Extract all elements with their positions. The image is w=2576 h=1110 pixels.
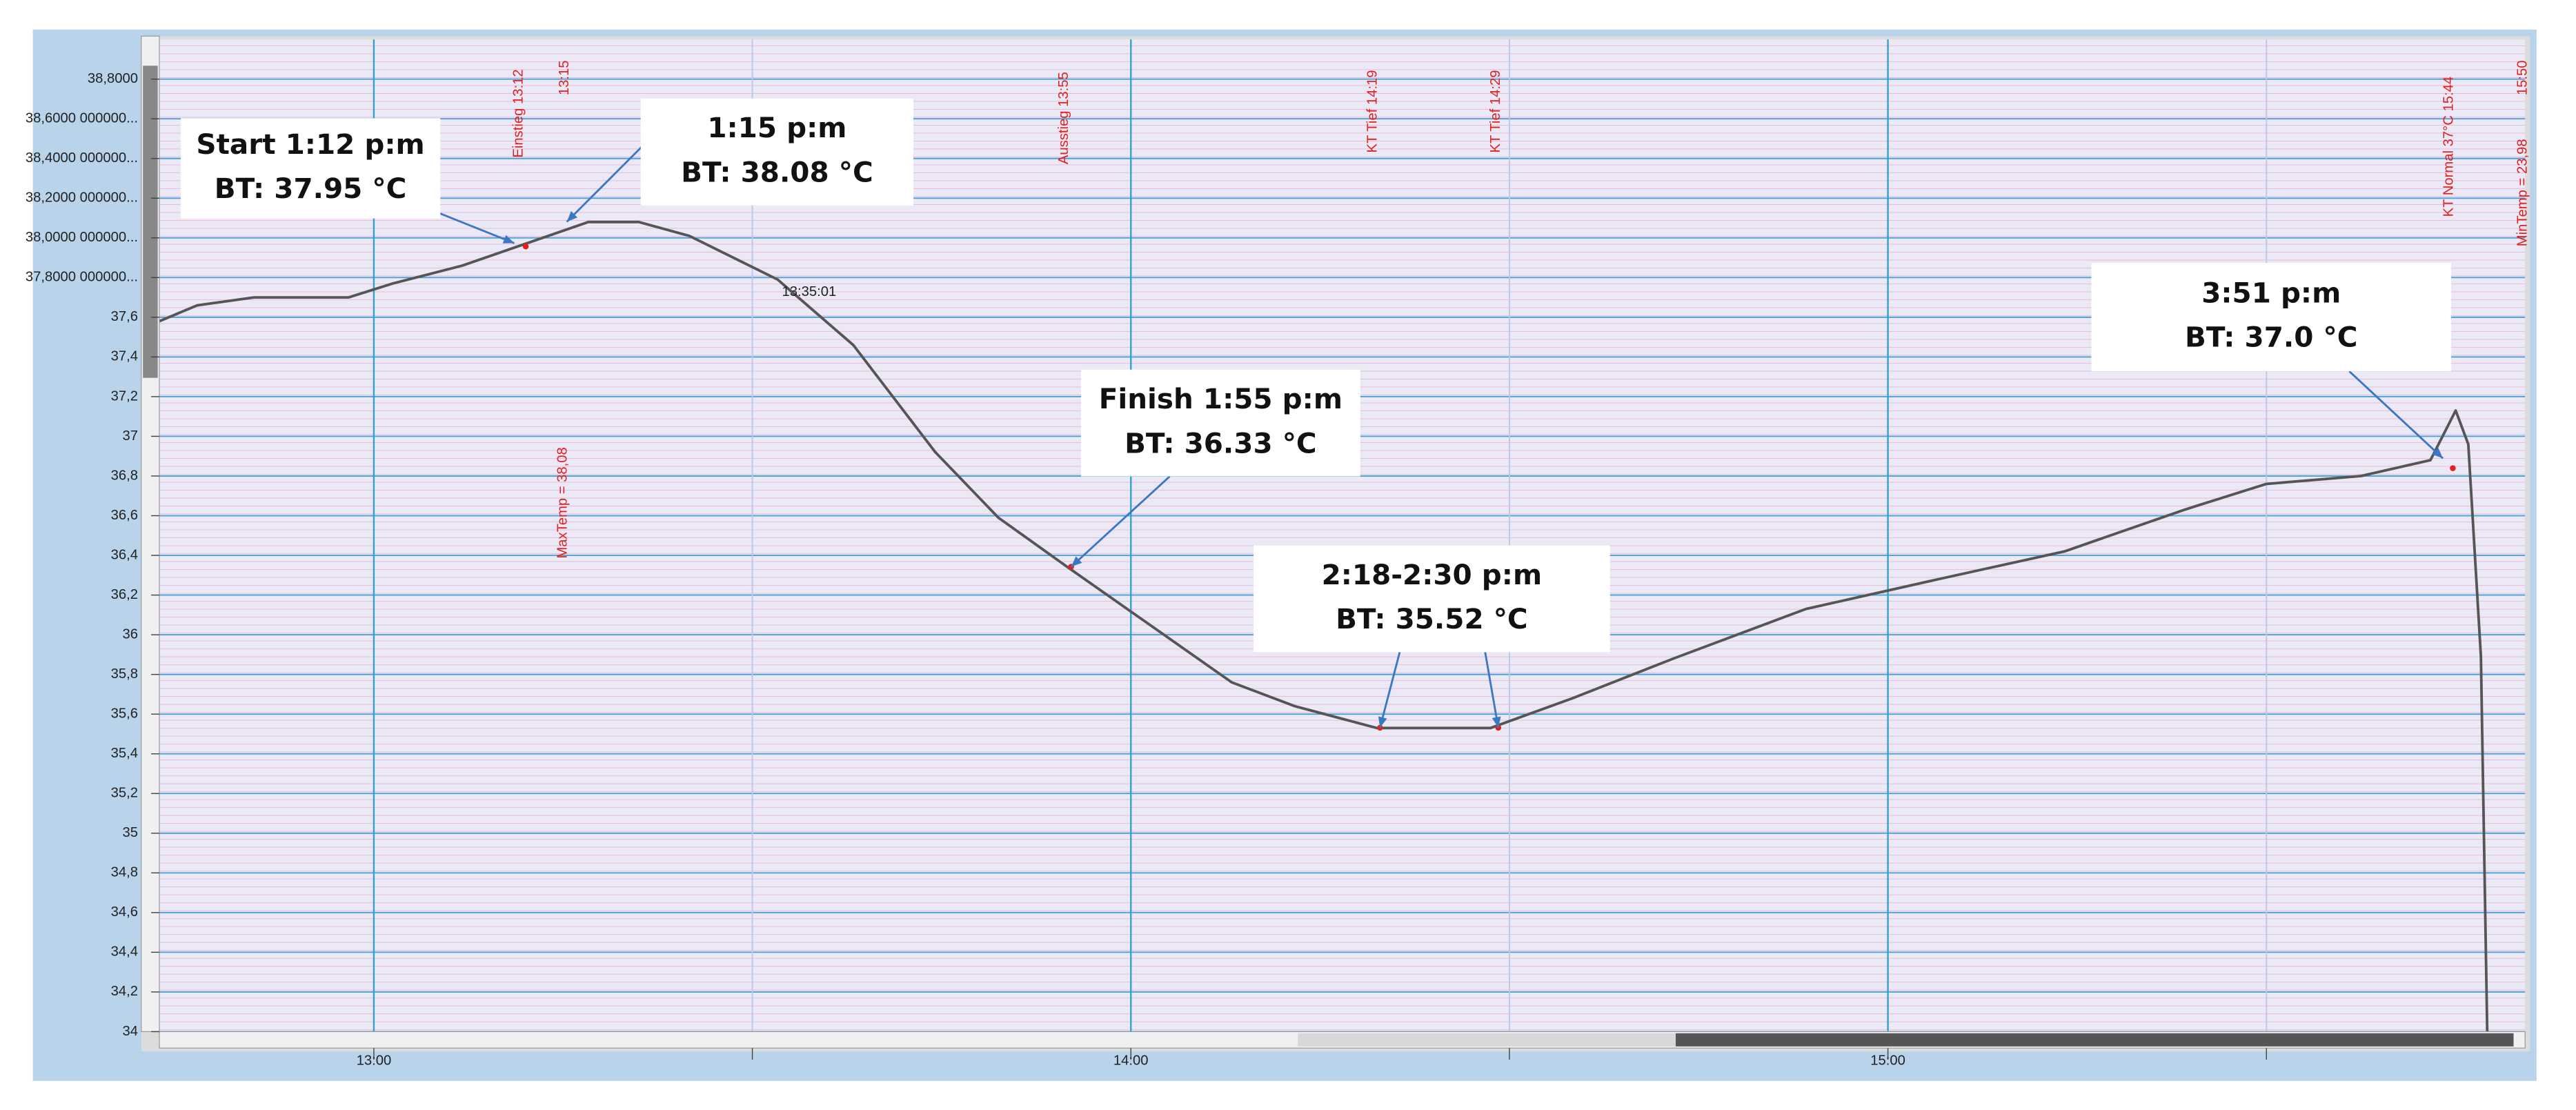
temperature-line: [159, 220, 2489, 1032]
x-tick-label: 13:00: [357, 1053, 392, 1069]
y-tick-label: 36,8: [111, 468, 138, 483]
annotation-text: BT: 37.95 °C: [215, 172, 407, 205]
minor-grid: [159, 39, 2526, 1032]
y-tick-label: 38,0000 000000...: [26, 230, 138, 245]
y-tick-label: 35,4: [111, 746, 138, 761]
event-label: KT Tief 14:29: [1488, 70, 1503, 152]
arrow-head: [502, 235, 515, 244]
y-tick-label: 38,4000 000000...: [26, 150, 138, 166]
y-tick-label: 34,8: [111, 865, 138, 880]
y-tick-label: 36,6: [111, 508, 138, 523]
annotation-text: Start 1:12 p:m: [196, 128, 424, 161]
y-tick-label: 37,4: [111, 349, 138, 364]
event-label: KT Normal 37°C 15:44: [2441, 77, 2456, 217]
event-marker: [2450, 465, 2456, 471]
point-label: 13:35:01: [782, 284, 837, 299]
scroll-thumb[interactable]: [1298, 1033, 1676, 1047]
y-tick-label: 35,8: [111, 666, 138, 682]
arrow-head: [566, 211, 578, 222]
annotation-arrow: [1070, 475, 1171, 568]
annotation-box: [2091, 262, 2452, 372]
annotation-text: BT: 38.08 °C: [681, 155, 873, 188]
annotation-box: [180, 118, 441, 219]
annotation-text: 2:18-2:30 p:m: [1322, 558, 1543, 591]
annotation-arrow: [1378, 651, 1401, 729]
event-label: Ausstieg 13:55: [1056, 72, 1071, 164]
scroll-track: [1676, 1033, 2514, 1047]
arrow-head: [1492, 716, 1501, 728]
annotation-box: [1253, 545, 1610, 653]
arrow-head: [1378, 716, 1387, 728]
scroll-thumb[interactable]: [143, 66, 158, 378]
annotation-text: 3:51 p:m: [2201, 276, 2341, 309]
annotation-arrow: [439, 212, 515, 244]
y-tick-label: 36,2: [111, 587, 138, 602]
x-tick-label: 15:00: [1870, 1053, 1905, 1069]
annotation-box: [640, 98, 914, 206]
annotation-text: Finish 1:55 p:m: [1099, 382, 1343, 415]
y-tick-label: 38,2000 000000...: [26, 190, 138, 206]
y-tick-label: 35: [123, 825, 139, 840]
annotation-arrow: [2348, 370, 2444, 459]
y-tick-label: 37,6: [111, 309, 138, 324]
y-tick-label: 35,6: [111, 706, 138, 722]
arrow-head: [2432, 448, 2444, 459]
y-tick-label: 34,4: [111, 944, 138, 960]
y-tick-label: 34,6: [111, 904, 138, 920]
annotation-text: BT: 35.52 °C: [1336, 602, 1528, 635]
event-label: 13:15: [557, 60, 572, 95]
event-label: 15:50: [2515, 60, 2530, 95]
y-tick-label: 35,2: [111, 786, 138, 801]
y-tick-label: 37: [123, 428, 139, 444]
event-label: MinTemp = 23,98: [2515, 139, 2530, 246]
event-marker: [522, 243, 529, 250]
y-tick-label: 36: [123, 626, 139, 642]
y-tick-label: 37,2: [111, 388, 138, 404]
y-tick-label: 38,8000: [88, 71, 138, 86]
event-label: Einstieg 13:12: [511, 69, 526, 157]
y-tick-label: 36,4: [111, 547, 138, 562]
y-tick-label: 37,8000 000000...: [26, 270, 138, 285]
event-label: MaxTemp = 38,08: [555, 447, 571, 558]
annotation-arrow: [566, 143, 645, 223]
annotation-text: BT: 36.33 °C: [1124, 426, 1317, 459]
x-tick-label: 14:00: [1113, 1053, 1149, 1069]
event-label: KT Tief 14:19: [1365, 70, 1380, 152]
arrow-head: [1071, 556, 1082, 567]
annotation-text: 1:15 p:m: [707, 111, 846, 144]
annotation-box: [1080, 369, 1360, 477]
y-tick-label: 38,6000 000000...: [26, 111, 138, 126]
y-tick-label: 34,2: [111, 984, 138, 999]
annotation-text: BT: 37.0 °C: [2185, 321, 2357, 354]
annotation-arrow: [1484, 652, 1500, 729]
y-tick-label: 34: [123, 1024, 139, 1039]
